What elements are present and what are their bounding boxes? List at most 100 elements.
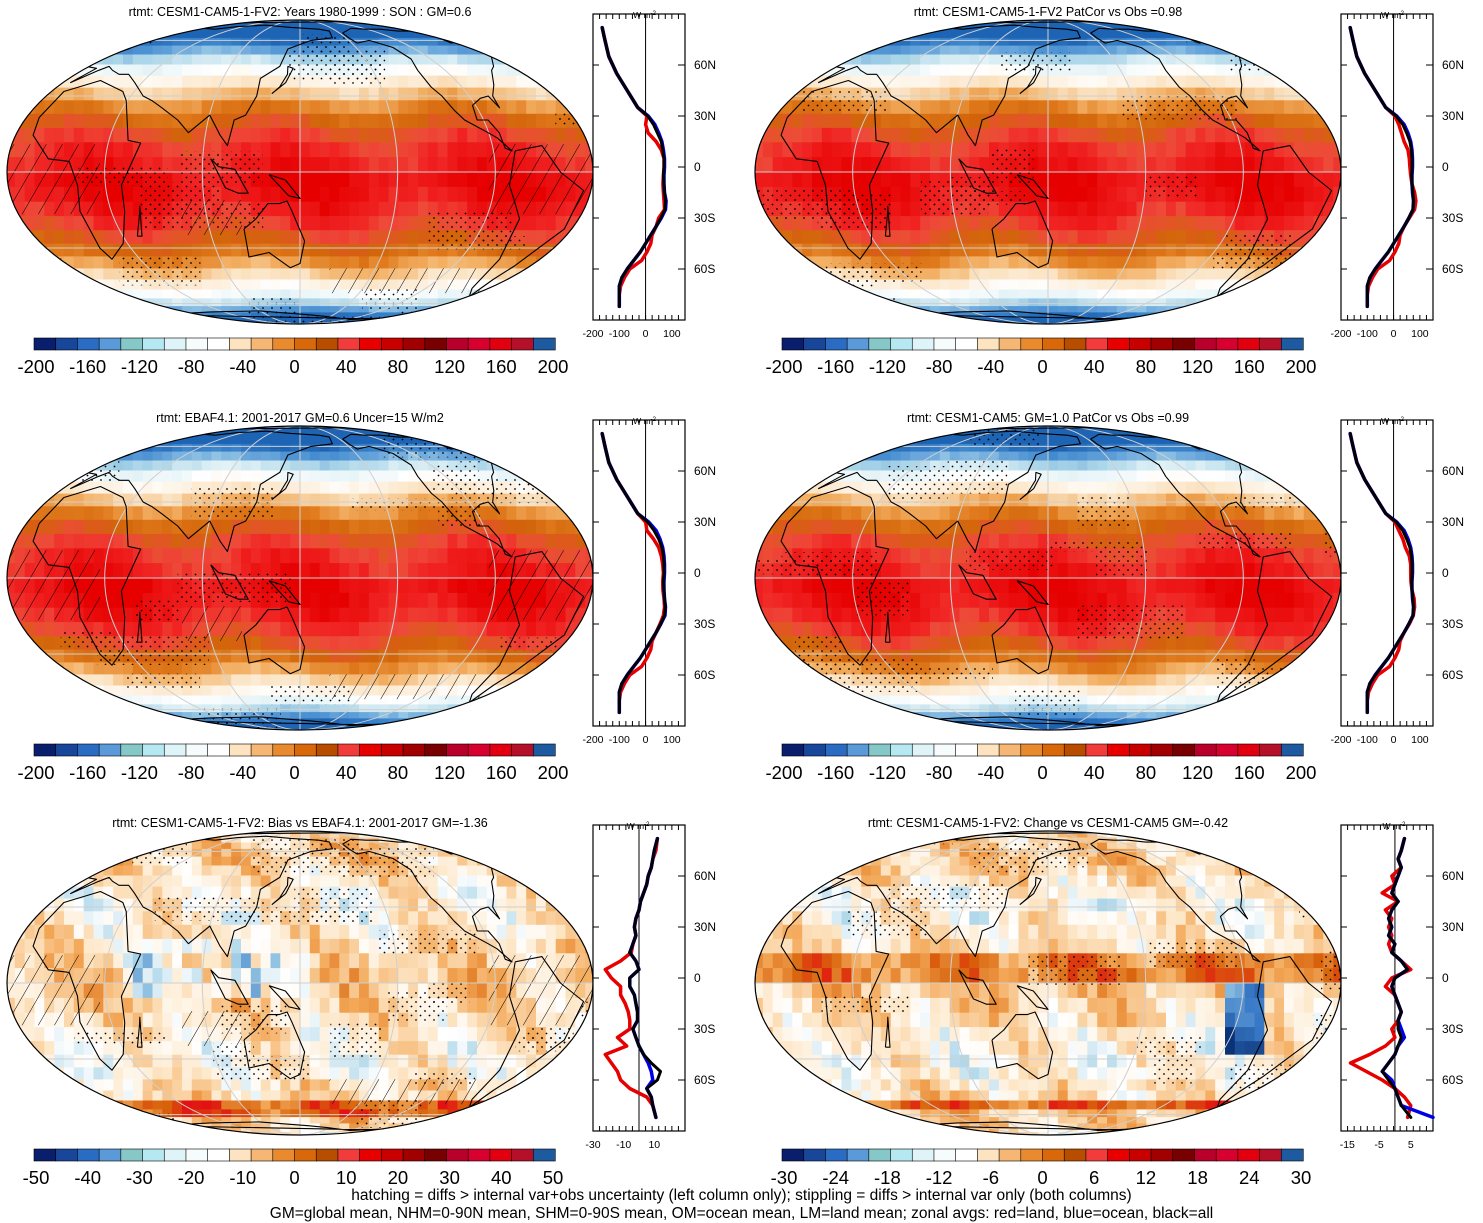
colorbar-tick-label: 160 xyxy=(1234,762,1265,783)
colorbar-tick-label: -80 xyxy=(178,356,205,377)
x-tick-label: 5 xyxy=(1408,1139,1414,1151)
colorbar-swatch xyxy=(295,1149,317,1161)
colorbar-swatch xyxy=(360,338,382,350)
colorbar-swatch xyxy=(164,1149,186,1161)
colorbar-swatch xyxy=(56,744,78,756)
colorbar-swatch xyxy=(77,1149,99,1161)
colorbar-tick-label: -40 xyxy=(977,762,1004,783)
colorbar-swatch xyxy=(121,338,143,350)
colorbar-swatch xyxy=(1260,744,1282,756)
colorbar-swatch xyxy=(490,1149,512,1161)
colorbar-tick-label: 40 xyxy=(336,356,357,377)
zonal-frame xyxy=(593,14,685,320)
lat-tick-label: 0 xyxy=(694,971,701,985)
colorbar-swatch xyxy=(1281,338,1303,350)
colorbar-swatch xyxy=(403,338,425,350)
colorbar-swatch xyxy=(208,744,230,756)
colorbar-swatch xyxy=(912,1149,934,1161)
colorbar-swatch xyxy=(804,338,826,350)
colorbar-tick-label: 160 xyxy=(486,762,517,783)
colorbar-swatch xyxy=(143,744,165,756)
colorbar-swatch xyxy=(143,1149,165,1161)
colorbar-tick-label: 200 xyxy=(538,356,569,377)
colorbar-tick-label: -160 xyxy=(817,762,854,783)
colorbar-tick-label: 120 xyxy=(1182,356,1213,377)
x-tick-label: 100 xyxy=(1411,328,1429,340)
colorbar-tick-label: 200 xyxy=(538,762,569,783)
colorbar-swatch xyxy=(360,1149,382,1161)
colorbar-tick-label: 80 xyxy=(388,762,409,783)
panel-2: rtmt: CESM1-CAM5-1-FV2 PatCor vs Obs =0.… xyxy=(753,5,1464,377)
x-tick-label: -200 xyxy=(1330,734,1351,746)
lat-tick-label: 30N xyxy=(694,920,716,934)
colorbar-swatch xyxy=(381,744,403,756)
colorbar-swatch xyxy=(1238,744,1260,756)
footer-note-hatching: hatching = diffs > internal var+obs unce… xyxy=(0,1187,1483,1205)
colorbar-tick-label: -10 xyxy=(229,1167,256,1188)
colorbar-tick-label: -160 xyxy=(69,356,106,377)
lat-tick-label: 30N xyxy=(694,515,716,529)
lat-tick-label: 60N xyxy=(694,58,716,72)
lat-tick-label: 60N xyxy=(694,464,716,478)
x-tick-label: 100 xyxy=(1411,734,1429,746)
colorbar-swatch xyxy=(425,338,447,350)
colorbar-swatch xyxy=(490,338,512,350)
colorbar-swatch xyxy=(1064,338,1086,350)
lat-tick-label: 60S xyxy=(1442,1073,1463,1087)
colorbar-swatch xyxy=(77,338,99,350)
map-title: rtmt: EBAF4.1: 2001-2017 GM=0.6 Uncer=15… xyxy=(156,411,444,425)
colorbar-tick-label: -24 xyxy=(822,1167,849,1188)
colorbar-swatch xyxy=(446,1149,468,1161)
colorbar-swatch xyxy=(1173,1149,1195,1161)
colorbar-swatch xyxy=(164,744,186,756)
colorbar-swatch xyxy=(1021,1149,1043,1161)
colorbar-tick-label: 160 xyxy=(1234,356,1265,377)
colorbar-swatch xyxy=(446,744,468,756)
colorbar-swatch xyxy=(825,1149,847,1161)
lat-tick-label: 60S xyxy=(1442,262,1463,276)
colorbar-swatch xyxy=(186,338,208,350)
x-tick-label: -100 xyxy=(609,328,630,340)
colorbar-swatch xyxy=(869,744,891,756)
lat-tick-label: 0 xyxy=(694,566,701,580)
lat-tick-label: 60N xyxy=(1442,58,1464,72)
x-tick-label: -30 xyxy=(585,1139,600,1151)
colorbar-swatch xyxy=(229,1149,251,1161)
colorbar-swatch xyxy=(1281,1149,1303,1161)
panel-3: rtmt: EBAF4.1: 2001-2017 GM=0.6 Uncer=15… xyxy=(5,411,716,783)
colorbar-swatch xyxy=(956,338,978,350)
colorbar-swatch xyxy=(186,1149,208,1161)
lat-tick-label: 30S xyxy=(1442,617,1463,631)
colorbar-tick-label: -20 xyxy=(178,1167,205,1188)
lat-tick-label: 30S xyxy=(1442,1022,1463,1036)
x-tick-label: -200 xyxy=(582,734,603,746)
x-tick-label: 10 xyxy=(648,1139,660,1151)
map-title: rtmt: CESM1-CAM5: GM=1.0 PatCor vs Obs =… xyxy=(907,411,1189,425)
colorbar-swatch xyxy=(316,338,338,350)
colorbar-swatch xyxy=(825,744,847,756)
colorbar-swatch xyxy=(1194,744,1216,756)
colorbar-swatch xyxy=(295,744,317,756)
colorbar-swatch xyxy=(1064,744,1086,756)
colorbar-swatch xyxy=(1108,338,1130,350)
colorbar-swatch xyxy=(1151,1149,1173,1161)
colorbar-swatch xyxy=(1260,1149,1282,1161)
colorbar-tick-label: 30 xyxy=(1291,1167,1312,1188)
footer-note-legend: GM=global mean, NHM=0-90N mean, SHM=0-90… xyxy=(0,1205,1483,1223)
x-tick-label: -15 xyxy=(1340,1139,1355,1151)
colorbar-tick-label: 10 xyxy=(336,1167,357,1188)
map-field xyxy=(753,420,1367,730)
colorbar-swatch xyxy=(208,338,230,350)
map-field xyxy=(5,15,627,338)
colorbar-tick-label: 80 xyxy=(388,356,409,377)
colorbar-swatch xyxy=(1021,338,1043,350)
colorbar-swatch xyxy=(316,1149,338,1161)
colorbar-swatch xyxy=(999,338,1021,350)
